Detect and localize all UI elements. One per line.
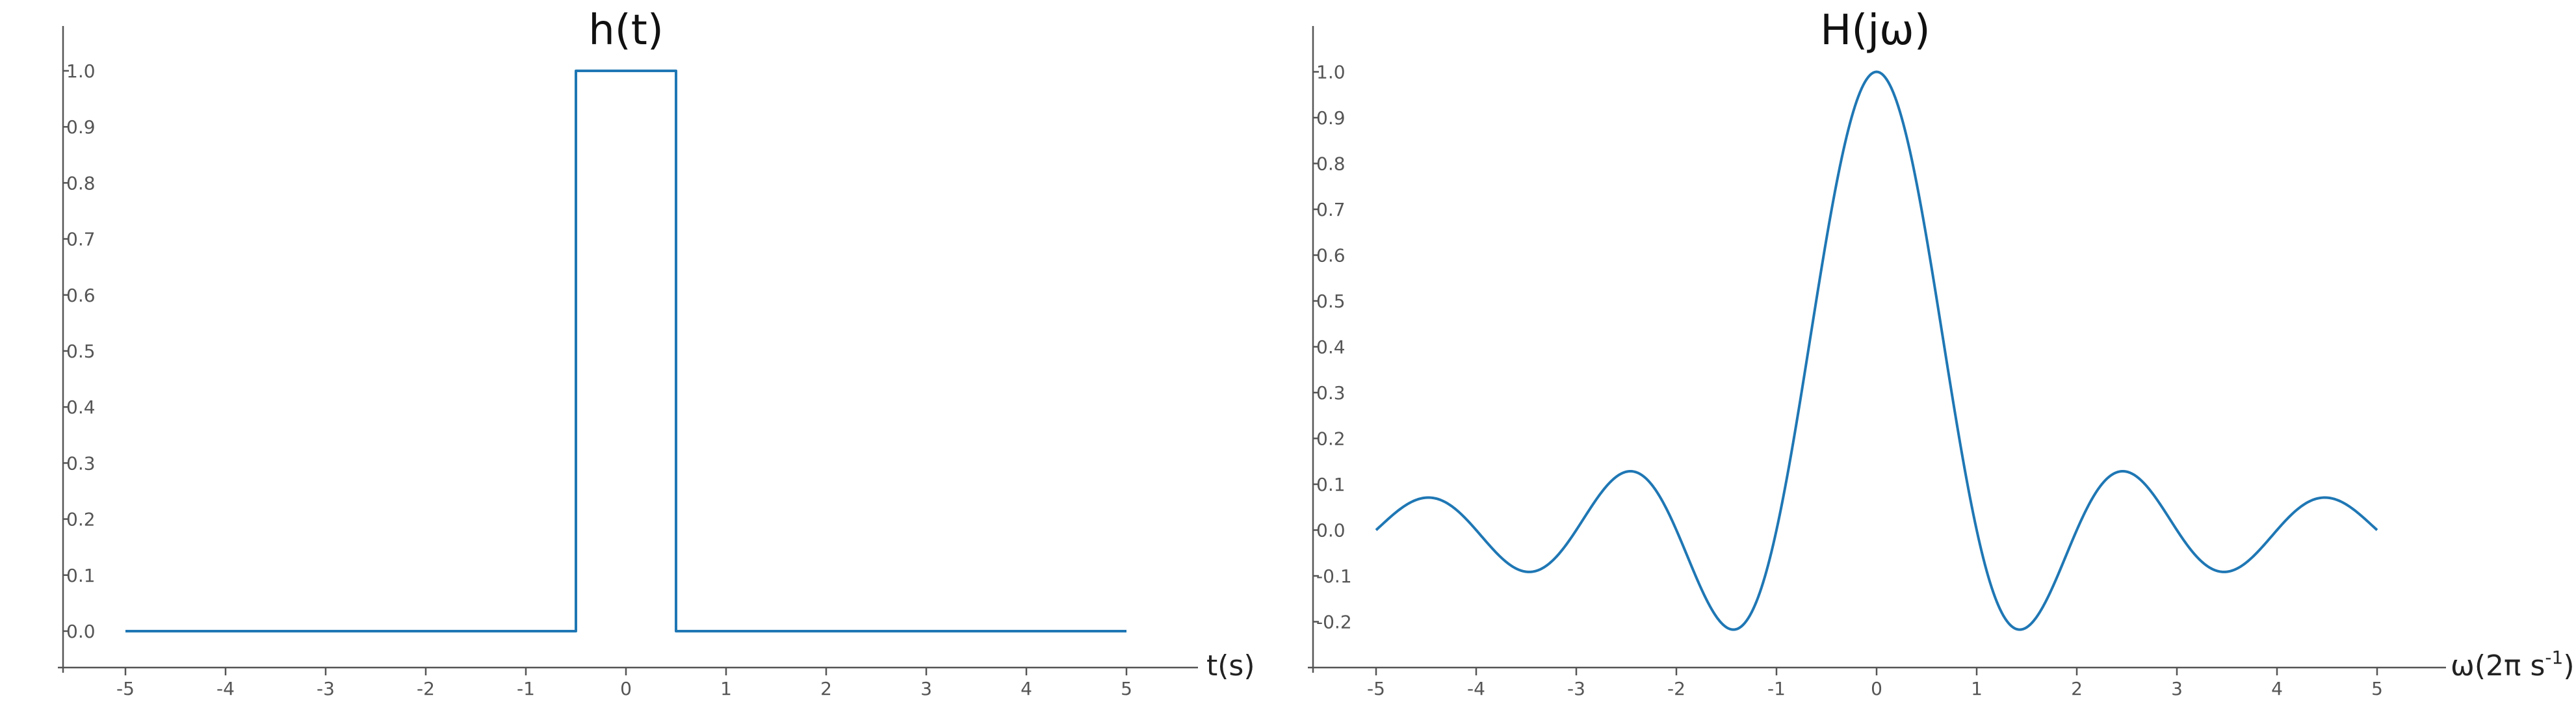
x-axis-label-t: t(s) — [1206, 649, 1255, 682]
x-tick-label: 3 — [2171, 678, 2183, 699]
x-tick-label: 0 — [1871, 678, 1882, 699]
x-tick-label: -3 — [1567, 678, 1585, 699]
x-axis-label-omega-main: ω(2π s — [2451, 649, 2545, 682]
y-tick-label: 0.3 — [1316, 382, 1346, 404]
x-tick-label: 1 — [1971, 678, 1983, 699]
x-axis-label-omega-suffix: ) — [2563, 649, 2574, 682]
series-line — [125, 69, 1126, 632]
x-tick-label: -5 — [1367, 678, 1385, 699]
chart-title-H-jw: H(jω) — [1820, 6, 1930, 55]
chart-title-h-t: h(t) — [588, 6, 664, 55]
x-tick-label: -4 — [216, 678, 235, 699]
y-tick-label: 0.4 — [66, 396, 96, 418]
y-tick-label: 0.2 — [66, 509, 96, 530]
x-tick-label: -2 — [1667, 678, 1685, 699]
x-tick-label: -1 — [1767, 678, 1786, 699]
y-tick-label: 0.1 — [66, 565, 96, 586]
x-tick-label: -1 — [517, 678, 535, 699]
series-line — [1375, 70, 2378, 631]
y-tick-label: 0.4 — [1316, 337, 1346, 358]
frequency-domain-plot: H(jω) ω(2π s-1) -5 -4 -3 -2 -1 0 1 2 3 4 5-0.2-0.1… — [1308, 6, 2575, 699]
x-tick-label: 5 — [2371, 678, 2383, 699]
x-tick-label: 4 — [1021, 678, 1032, 699]
y-tick-label: 0.2 — [1316, 428, 1346, 450]
y-tick-label: 0.5 — [66, 341, 96, 362]
y-tick-label: 0.1 — [1316, 474, 1346, 495]
y-tick-label: -0.2 — [1316, 612, 1352, 633]
y-tick-label: 0.7 — [66, 229, 96, 250]
y-tick-label: 0.5 — [1316, 291, 1346, 312]
x-tick-label: 2 — [820, 678, 832, 699]
x-tick-label: 1 — [720, 678, 732, 699]
y-tick-label: 0.8 — [1316, 153, 1346, 175]
x-tick-label: 5 — [1121, 678, 1132, 699]
y-tick-label: 0.8 — [66, 172, 96, 194]
x-tick-label: 3 — [920, 678, 932, 699]
y-tick-label: 0.3 — [66, 452, 96, 474]
y-tick-label: 1.0 — [1316, 62, 1346, 83]
x-axis-label-omega-superscript: -1 — [2545, 647, 2563, 668]
x-axis-label-omega: ω(2π s-1) — [2451, 647, 2575, 682]
y-tick-label: 0.0 — [66, 621, 96, 642]
time-domain-plot: h(t) t(s) -5 -4 -3 -2 -1 0 1 2 3 4 5 0.0 0.1 0.2 0.3 0.… — [58, 6, 1255, 699]
x-tick-label: -4 — [1467, 678, 1485, 699]
y-tick-label: -0.1 — [1316, 566, 1352, 587]
y-tick-label: 1.0 — [66, 60, 96, 82]
x-tick-label: 2 — [2071, 678, 2083, 699]
y-tick-label: 0.9 — [66, 116, 96, 138]
x-tick-label: 4 — [2271, 678, 2283, 699]
y-tick-label: 0.0 — [1316, 520, 1346, 541]
x-tick-label: -2 — [417, 678, 435, 699]
x-tick-label: -5 — [116, 678, 135, 699]
y-tick-label: 0.6 — [1316, 245, 1346, 266]
y-tick-label: 0.9 — [1316, 107, 1346, 129]
x-tick-label: -3 — [317, 678, 335, 699]
x-tick-label: 0 — [620, 678, 632, 699]
y-tick-label: 0.6 — [66, 285, 96, 306]
y-tick-label: 0.7 — [1316, 199, 1346, 220]
